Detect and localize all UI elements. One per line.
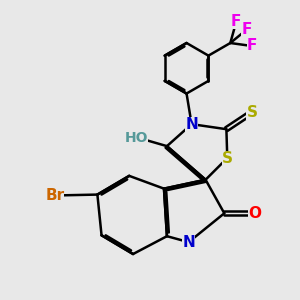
Text: F: F — [231, 14, 242, 29]
Text: S: S — [222, 151, 233, 166]
Text: N: N — [185, 117, 198, 132]
Text: F: F — [242, 22, 252, 37]
Text: N: N — [182, 235, 195, 250]
Text: O: O — [248, 206, 261, 221]
Text: S: S — [246, 105, 257, 120]
Text: HO: HO — [124, 131, 148, 145]
Text: Br: Br — [45, 188, 64, 203]
Text: F: F — [247, 38, 257, 53]
